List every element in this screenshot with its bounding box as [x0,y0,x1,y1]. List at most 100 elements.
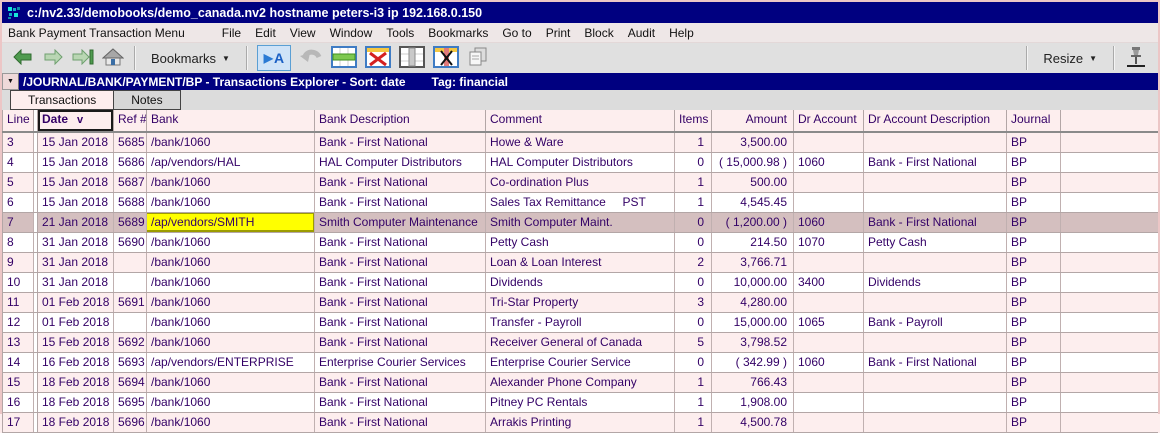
menu-file[interactable]: File [221,25,242,40]
undo-button[interactable] [297,45,325,71]
cell-line[interactable]: 17 [2,413,34,432]
cell-bank-description[interactable]: Bank - First National [315,193,486,212]
table-row[interactable]: 11 01 Feb 2018 5691/bank/1060 Bank - First … [2,293,1158,313]
cell-dr-account[interactable]: 1065 [794,313,864,332]
cell-line[interactable]: 16 [2,393,34,412]
cell-bank-description[interactable]: Bank - First National [315,413,486,432]
cell-ref[interactable] [114,313,147,332]
cell-bank-description[interactable]: Bank - First National [315,233,486,252]
cell-bank-description[interactable]: Bank - First National [315,313,486,332]
cell-date[interactable]: 31 Jan 2018 [38,253,114,272]
cell-comment[interactable]: Petty Cash [486,233,675,252]
cell-bank[interactable]: /ap/vendors/ENTERPRISE [147,353,315,372]
cell-bank-description[interactable]: Bank - First National [315,273,486,292]
back-button[interactable] [10,45,36,71]
cell-comment[interactable]: Howe & Ware [486,133,675,152]
cell-amount[interactable]: 3,766.71 [712,253,794,272]
cell-journal[interactable]: BP [1007,253,1061,272]
cell-bank[interactable]: /bank/1060 [147,333,315,352]
cell-journal[interactable]: BP [1007,273,1061,292]
cell-line[interactable]: 12 [2,313,34,332]
table-row[interactable]: 16 18 Feb 2018 5695/bank/1060 Bank - First … [2,393,1158,413]
cell-amount[interactable]: 10,000.00 [712,273,794,292]
cell-comment[interactable]: Dividends [486,273,675,292]
cell-amount[interactable]: 3,500.00 [712,133,794,152]
cell-dr-account-description[interactable] [864,293,1007,312]
table-row[interactable]: 4 15 Jan 2018 5686/ap/vendors/HAL HAL Compu… [2,153,1158,173]
cell-journal[interactable]: BP [1007,233,1061,252]
forward-button[interactable] [40,45,66,71]
table-row[interactable]: 3 15 Jan 2018 5685/bank/1060 Bank - First N… [2,133,1158,153]
cell-items[interactable]: 1 [675,173,712,192]
cell-dr-account[interactable] [794,253,864,272]
menu-window[interactable]: Window [329,25,373,40]
cell-journal[interactable]: BP [1007,373,1061,392]
cell-ref[interactable]: 5696 [114,413,147,432]
cell-date[interactable]: 15 Jan 2018 [38,133,114,152]
cell-line[interactable]: 15 [2,373,34,392]
cell-date[interactable]: 15 Jan 2018 [38,173,114,192]
cell-date[interactable]: 18 Feb 2018 [38,413,114,432]
cell-bank-description[interactable]: Bank - First National [315,333,486,352]
cell-bank-description[interactable]: Bank - First National [315,133,486,152]
cell-ref[interactable]: 5693 [114,353,147,372]
table-row[interactable]: 13 15 Feb 2018 5692/bank/1060 Bank - First … [2,333,1158,353]
insert-row-button[interactable] [329,45,359,71]
cell-date[interactable]: 31 Jan 2018 [38,233,114,252]
cell-dr-account-description[interactable]: Bank - First National [864,153,1007,172]
column-header-items[interactable]: Items [675,110,712,131]
column-header-bank[interactable]: Bank [147,110,315,131]
cell-dr-account[interactable] [794,133,864,152]
cell-amount[interactable]: 766.43 [712,373,794,392]
cell-line[interactable]: 13 [2,333,34,352]
cell-dr-account-description[interactable] [864,373,1007,392]
cell-amount[interactable]: 3,798.52 [712,333,794,352]
cell-date[interactable]: 31 Jan 2018 [38,273,114,292]
cell-dr-account[interactable]: 3400 [794,273,864,292]
cell-dr-account[interactable]: 1060 [794,153,864,172]
go-last-button[interactable] [70,45,96,71]
cell-date[interactable]: 15 Feb 2018 [38,333,114,352]
cell-dr-account[interactable] [794,373,864,392]
cell-bank-description[interactable]: Bank - First National [315,293,486,312]
cell-items[interactable]: 1 [675,413,712,432]
tab-notes[interactable]: Notes [113,90,181,110]
cell-items[interactable]: 1 [675,373,712,392]
cell-amount[interactable]: 214.50 [712,233,794,252]
cell-line[interactable]: 3 [2,133,34,152]
cell-dr-account[interactable]: 1060 [794,213,864,232]
menu-go-to[interactable]: Go to [502,25,532,40]
cell-dr-account-description[interactable]: Petty Cash [864,233,1007,252]
cell-items[interactable]: 3 [675,293,712,312]
cell-bank[interactable]: /bank/1060 [147,373,315,392]
cell-comment[interactable]: Enterprise Courier Service [486,353,675,372]
cell-ref[interactable]: 5694 [114,373,147,392]
cell-items[interactable]: 0 [675,353,712,372]
copy-button[interactable] [465,45,491,71]
cell-bank-description[interactable]: Bank - First National [315,173,486,192]
column-header-ref[interactable]: Ref # [114,110,147,131]
cell-ref[interactable]: 5689 [114,213,147,232]
cell-amount[interactable]: 500.00 [712,173,794,192]
cell-date[interactable]: 18 Feb 2018 [38,373,114,392]
cell-dr-account-description[interactable] [864,393,1007,412]
cell-line[interactable]: 8 [2,233,34,252]
cell-journal[interactable]: BP [1007,393,1061,412]
cell-ref[interactable] [114,273,147,292]
cell-comment[interactable]: Sales Tax Remittance PST [486,193,675,212]
cell-amount[interactable]: 4,500.78 [712,413,794,432]
cell-journal[interactable]: BP [1007,153,1061,172]
cell-dr-account-description[interactable] [864,133,1007,152]
cell-dr-account-description[interactable] [864,253,1007,272]
delete-row-button[interactable] [363,45,393,71]
cell-bank[interactable]: /bank/1060 [147,173,315,192]
cell-dr-account-description[interactable] [864,413,1007,432]
column-header-amount[interactable]: Amount [712,110,794,131]
table-row[interactable]: 12 01 Feb 2018/bank/1060 Bank - First Nati… [2,313,1158,333]
pin-button[interactable] [1122,45,1150,71]
column-header-bank-description[interactable]: Bank Description [315,110,486,131]
menu-help[interactable]: Help [669,25,694,40]
column-header-dr-account[interactable]: Dr Account [794,110,864,131]
table-row[interactable]: 7 21 Jan 2018 5689/ap/vendors/SMITH Smith C… [2,213,1158,233]
cell-journal[interactable]: BP [1007,333,1061,352]
